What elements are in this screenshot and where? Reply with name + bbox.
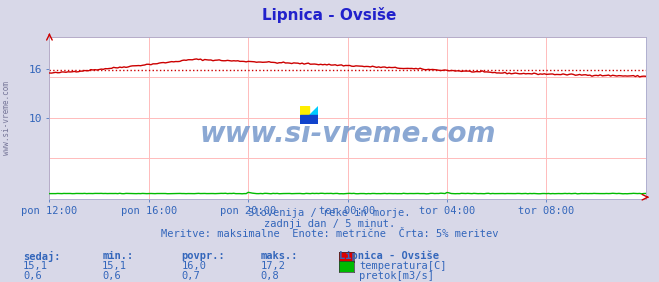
Text: 0,8: 0,8 <box>260 271 279 281</box>
Text: 15,1: 15,1 <box>23 261 48 271</box>
Text: min.:: min.: <box>102 251 133 261</box>
Text: Slovenija / reke in morje.: Slovenija / reke in morje. <box>248 208 411 218</box>
Text: www.si-vreme.com: www.si-vreme.com <box>200 120 496 148</box>
Text: 17,2: 17,2 <box>260 261 285 271</box>
Text: 0,6: 0,6 <box>23 271 42 281</box>
Text: 0,6: 0,6 <box>102 271 121 281</box>
Bar <box>300 106 309 115</box>
Text: pretok[m3/s]: pretok[m3/s] <box>359 271 434 281</box>
Text: temperatura[C]: temperatura[C] <box>359 261 447 271</box>
Text: maks.:: maks.: <box>260 251 298 261</box>
Text: www.si-vreme.com: www.si-vreme.com <box>2 81 11 155</box>
Text: Meritve: maksimalne  Enote: metrične  Črta: 5% meritev: Meritve: maksimalne Enote: metrične Črta… <box>161 229 498 239</box>
Text: 15,1: 15,1 <box>102 261 127 271</box>
Text: 0,7: 0,7 <box>181 271 200 281</box>
Text: zadnji dan / 5 minut.: zadnji dan / 5 minut. <box>264 219 395 228</box>
Polygon shape <box>309 106 318 115</box>
Text: povpr.:: povpr.: <box>181 251 225 261</box>
Polygon shape <box>300 115 318 124</box>
Text: Lipnica - Ovsiše: Lipnica - Ovsiše <box>339 251 440 261</box>
Text: sedaj:: sedaj: <box>23 251 61 262</box>
Text: 16,0: 16,0 <box>181 261 206 271</box>
Text: Lipnica - Ovsiše: Lipnica - Ovsiše <box>262 7 397 23</box>
